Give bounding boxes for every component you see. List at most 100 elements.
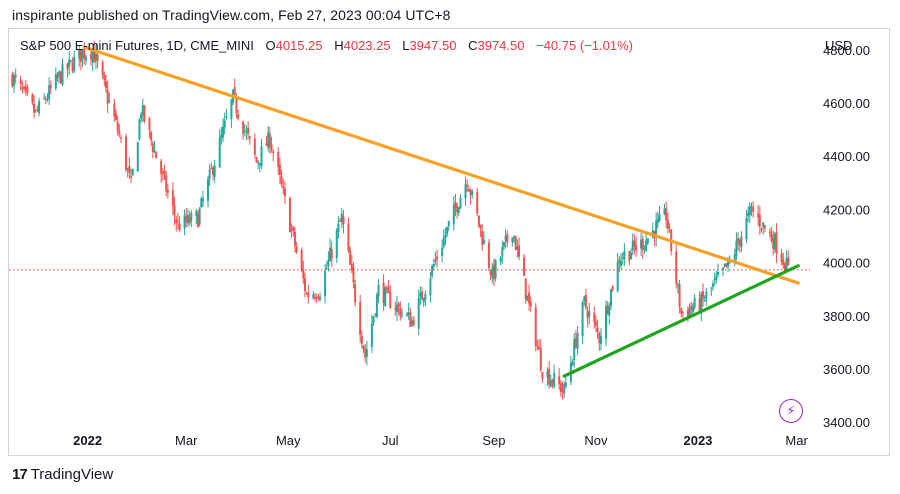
- candle-body: [38, 101, 41, 114]
- candle-body: [93, 49, 96, 63]
- candle-body: [688, 308, 691, 317]
- symbol-name[interactable]: S&P 500 E-mini Futures, 1D, CME_MINI: [20, 38, 254, 53]
- candle-body: [212, 167, 215, 176]
- candle-body: [283, 188, 286, 197]
- candle-body: [576, 333, 579, 349]
- candle-body: [770, 233, 773, 241]
- y-tick-label: 3400.00: [823, 415, 870, 430]
- candle-body: [748, 206, 751, 215]
- candle-body: [260, 146, 263, 167]
- candle-body: [787, 257, 790, 266]
- candle-body: [148, 118, 151, 130]
- y-tick-label: 4000.00: [823, 256, 870, 271]
- candle-body: [763, 225, 766, 229]
- candle-body: [698, 298, 701, 312]
- candle-body: [21, 87, 24, 90]
- candle-body: [143, 105, 146, 122]
- candle-body: [593, 312, 596, 322]
- high-value: 4023.25: [343, 38, 391, 53]
- candle-body: [466, 184, 469, 187]
- candle-body: [581, 301, 584, 337]
- candle-body: [213, 165, 216, 177]
- candle-body: [34, 109, 37, 111]
- candle-body: [701, 291, 704, 299]
- candle-body: [436, 256, 439, 259]
- candle-body: [710, 287, 713, 289]
- candle-body: [631, 240, 634, 251]
- candle-body: [91, 50, 94, 63]
- y-tick-label: 4800.00: [823, 43, 870, 58]
- candle-body: [645, 240, 648, 252]
- chart-frame[interactable]: [8, 28, 890, 456]
- candle-body: [598, 332, 601, 344]
- candle-body: [656, 218, 659, 224]
- open-value: 4015.25: [275, 38, 323, 53]
- candle-body: [431, 266, 434, 277]
- candle-body: [223, 120, 226, 128]
- candle-body: [606, 304, 609, 314]
- candle-body: [686, 310, 689, 317]
- currency-unit: USD: [825, 38, 853, 53]
- candle-body: [705, 291, 708, 299]
- candle-body: [161, 172, 164, 174]
- candle-body: [150, 132, 153, 141]
- candle-body: [700, 294, 703, 314]
- candle-body: [340, 213, 343, 222]
- candle-body: [31, 94, 34, 103]
- candle-body: [163, 170, 166, 175]
- candle-body: [305, 293, 308, 295]
- candle-body: [183, 215, 186, 229]
- candle-body: [290, 229, 293, 231]
- candle-body: [411, 320, 414, 325]
- candle-body: [126, 168, 129, 171]
- lightning-event-icon[interactable]: ⚡: [779, 399, 803, 423]
- candle-body: [48, 85, 51, 99]
- low-label: L: [402, 38, 410, 53]
- candle-body: [571, 361, 574, 366]
- candle-body: [534, 307, 537, 347]
- candle-body: [623, 251, 626, 260]
- candle-body: [518, 245, 521, 257]
- x-tick-label: Mar: [175, 433, 198, 448]
- candle-body: [481, 230, 484, 245]
- candle-body: [243, 130, 246, 132]
- candle-body: [513, 236, 516, 239]
- candle-body: [280, 176, 283, 185]
- candle-body: [546, 371, 549, 378]
- candle-body: [773, 233, 776, 250]
- candles-layer: [11, 40, 790, 400]
- candle-body: [658, 214, 661, 221]
- candle-body: [201, 198, 204, 202]
- candle-body: [456, 205, 459, 213]
- candle-body: [302, 269, 305, 279]
- candle-body: [385, 287, 388, 289]
- candle-body: [49, 85, 52, 88]
- ohlc-legend: S&P 500 E-mini Futures, 1D, CME_MINI O40…: [20, 38, 633, 53]
- candle-body: [594, 321, 597, 326]
- candle-body: [222, 126, 225, 138]
- candle-body: [206, 178, 209, 201]
- candle-body: [71, 63, 74, 72]
- candle-body: [230, 99, 233, 120]
- candle-body: [141, 104, 144, 115]
- candle-body: [324, 271, 327, 297]
- candle-body: [646, 238, 649, 244]
- candle-body: [389, 292, 392, 309]
- candle-body: [529, 301, 532, 307]
- candle-body: [83, 47, 86, 59]
- candle-body: [288, 198, 291, 233]
- candle-body: [487, 242, 490, 269]
- candle-body: [713, 278, 716, 281]
- candle-body: [725, 263, 728, 267]
- candle-body: [54, 74, 57, 89]
- candle-body: [635, 245, 638, 251]
- candle-body: [116, 121, 119, 132]
- candle-body: [494, 260, 497, 279]
- candle-body: [377, 284, 380, 297]
- candle-body: [293, 231, 296, 246]
- candle-body: [733, 254, 736, 262]
- candle-body: [640, 239, 643, 249]
- candle-body: [680, 308, 683, 314]
- candle-body: [762, 222, 765, 227]
